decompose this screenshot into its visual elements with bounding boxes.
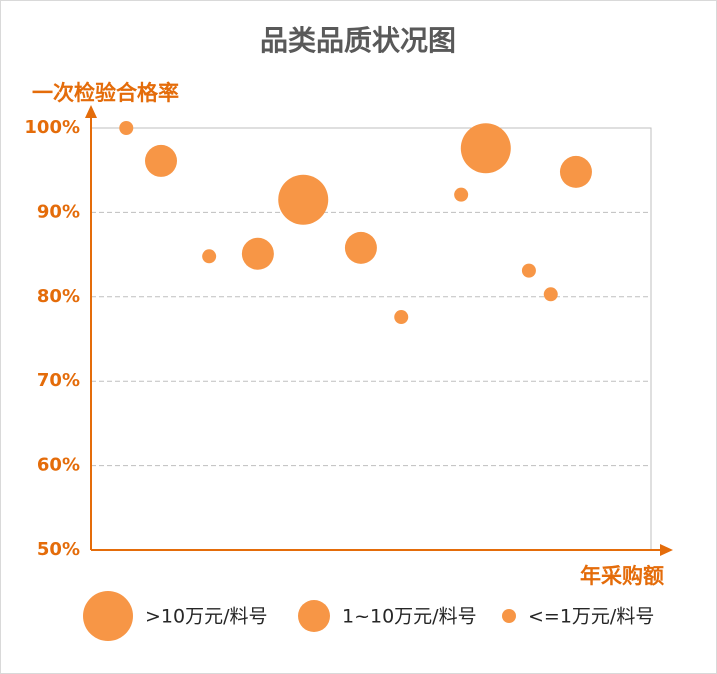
bubble [119, 121, 134, 135]
plot-border [91, 127, 652, 550]
bubble [454, 187, 469, 202]
bubble [241, 237, 274, 270]
y-tick-label: 70% [37, 370, 80, 391]
y-tick-label: 50% [37, 539, 80, 560]
bubble [559, 155, 592, 188]
bubble [344, 231, 377, 264]
legend-marker [502, 609, 516, 623]
bubble [145, 144, 177, 177]
bubble [521, 263, 536, 278]
y-tick-label: 60% [37, 455, 80, 476]
y-tick-label: 100% [24, 117, 80, 138]
y-tick-label: 80% [37, 286, 80, 307]
y-tick-label: 90% [37, 201, 80, 222]
y-axis-arrow [85, 105, 97, 118]
legend-marker [83, 591, 133, 641]
x-axis-arrow [660, 544, 673, 556]
legend-label: <=1万元/料号 [528, 606, 654, 628]
y-axis-title: 一次检验合格率 [32, 81, 179, 105]
x-axis-title: 年采购额 [580, 564, 664, 588]
bubble [460, 123, 511, 174]
bubble [394, 310, 409, 325]
legend-marker [298, 600, 330, 632]
legend-label: 1~10万元/料号 [342, 606, 477, 628]
plot-area [91, 127, 652, 550]
chart-title: 品类品质状况图 [260, 24, 456, 57]
bubble [543, 287, 558, 302]
legend-label: >10万元/料号 [145, 606, 268, 628]
bubble [278, 174, 329, 225]
bubble [202, 249, 217, 264]
